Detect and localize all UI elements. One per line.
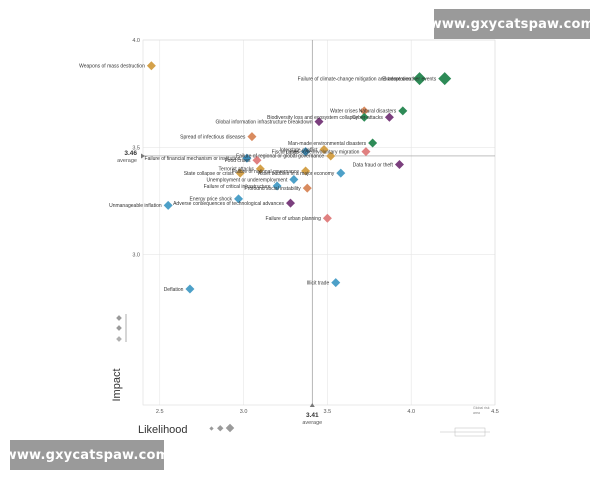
- risk-point: [252, 155, 262, 165]
- risk-point-label: Cyber-attacks: [352, 115, 383, 121]
- risk-point: [394, 160, 404, 170]
- risk-point: [301, 147, 311, 157]
- x-tick-label: 4.5: [491, 409, 499, 415]
- likelihood-size-legend: [209, 423, 235, 433]
- axis-ticks: 2.5 3.0 3.5 4.0 4.5 3.0 3.5 4.0: [132, 38, 498, 415]
- risk-point-label: Extreme weather events: [382, 76, 436, 82]
- risk-point: [359, 112, 369, 122]
- grid-lines: [142, 39, 496, 406]
- x-axis-title: Likelihood: [138, 424, 188, 436]
- risk-point-label: Interstate conflict: [280, 147, 318, 153]
- plot-frame: [142, 39, 496, 406]
- risk-point-label: Failure of climate-change mitigation and…: [298, 76, 412, 82]
- risk-point: [234, 194, 244, 204]
- risk-point-label: Energy price shock: [190, 197, 233, 203]
- risk-point: [289, 175, 299, 185]
- risk-point-label: State collapse or crisis: [184, 171, 235, 177]
- risk-point-label: Failure of national governance: [232, 169, 299, 175]
- risk-point: [413, 72, 427, 86]
- risk-point-label: Water crises: [330, 109, 358, 115]
- risk-point: [322, 213, 332, 223]
- risk-point: [331, 278, 341, 288]
- x-tick-label: 2.5: [156, 409, 164, 415]
- risk-point-label: Adverse consequences of technological ad…: [173, 201, 284, 207]
- risk-point-label: Failure of financial mechanism or instit…: [145, 156, 241, 162]
- risk-point-label: Global information infrastructure breakd…: [216, 119, 313, 125]
- risk-point: [314, 117, 324, 127]
- risk-point: [326, 151, 336, 161]
- risk-point-label: Failure of urban planning: [266, 216, 322, 222]
- y-axis-title: Impact: [111, 368, 123, 401]
- legend-diamond-small: [209, 426, 214, 431]
- risk-point: [368, 138, 378, 148]
- risk-point-label: Deflation: [164, 287, 184, 293]
- legend-diamond-medium: [217, 425, 224, 432]
- risk-point: [438, 72, 452, 86]
- risk-point-label: Spread of infectious diseases: [180, 134, 246, 140]
- risk-point: [235, 168, 245, 178]
- risk-point: [163, 200, 173, 210]
- risk-point-label: Asset bubbles in a major economy: [258, 171, 335, 177]
- risk-point: [336, 168, 346, 178]
- x-average-marker: [309, 403, 315, 407]
- risk-point-label: Failure of critical infrastructure: [204, 184, 271, 190]
- risk-point-label: Natural disasters: [359, 109, 397, 115]
- risk-point: [398, 106, 408, 116]
- x-average-label: average: [302, 420, 322, 426]
- risk-point-label: Profound social instability: [244, 186, 301, 192]
- y-average-label: average: [117, 158, 137, 164]
- risk-point: [185, 284, 195, 294]
- corner-note-line2: area: [473, 411, 480, 415]
- data-points: [146, 61, 452, 294]
- watermark-banner-top: www.gxycatspaw.com: [430, 9, 594, 39]
- legend-diamond-small-v: [116, 315, 122, 321]
- y-tick-label: 3.0: [132, 253, 140, 259]
- legend-diamond-large-v: [116, 336, 122, 342]
- risk-point-label: Illicit trade: [307, 280, 330, 286]
- impact-size-legend: [116, 314, 127, 342]
- risk-point: [319, 145, 329, 154]
- risk-point: [242, 153, 252, 163]
- risk-point: [255, 164, 265, 174]
- risk-point: [384, 112, 394, 122]
- x-tick-label: 3.5: [324, 409, 332, 415]
- risk-point-label: Unmanageable inflation: [109, 203, 162, 209]
- risk-point: [361, 147, 371, 157]
- risk-point-label: Failure of regional or global governance: [236, 154, 324, 160]
- risk-point: [247, 132, 257, 142]
- risk-point-label: Terrorist attacks: [219, 167, 255, 173]
- risk-point-label: Man-made environmental disasters: [288, 141, 367, 147]
- y-average-marker: [141, 153, 145, 159]
- y-tick-label: 4.0: [132, 38, 140, 44]
- risk-point-label: Food crises: [225, 158, 251, 164]
- risk-point: [302, 183, 312, 193]
- risk-point: [359, 106, 369, 116]
- risk-point-label: Unemployment or underemployment: [206, 177, 287, 183]
- legend-diamond-medium-v: [116, 325, 122, 331]
- x-average-value: 3.41: [306, 412, 319, 419]
- risk-point-label: Biodiversity loss and ecosystem collapse: [267, 115, 358, 121]
- risk-point-label: Data fraud or theft: [353, 162, 394, 168]
- corner-mini-legend: Global risk area: [440, 406, 490, 437]
- y-average-value: 3.46: [124, 150, 137, 157]
- x-tick-label: 4.0: [407, 409, 415, 415]
- risk-point: [146, 61, 156, 71]
- corner-note-line1: Global risk: [473, 406, 490, 410]
- risk-point: [272, 181, 282, 191]
- y-tick-label: 3.5: [132, 145, 140, 151]
- x-tick-label: 3.0: [240, 409, 248, 415]
- point-labels: Weapons of mass destruction Failure of cl…: [79, 64, 437, 293]
- risk-point: [286, 198, 296, 208]
- risk-point-label: Large-scale involuntary migration: [286, 149, 360, 155]
- watermark-banner-bottom: www.gxycatspaw.com: [5, 440, 169, 470]
- legend-diamond-large: [225, 423, 235, 433]
- risk-point-label: Fiscal crises: [272, 149, 300, 155]
- risk-point: [301, 166, 311, 176]
- risk-point-label: Weapons of mass destruction: [79, 64, 145, 70]
